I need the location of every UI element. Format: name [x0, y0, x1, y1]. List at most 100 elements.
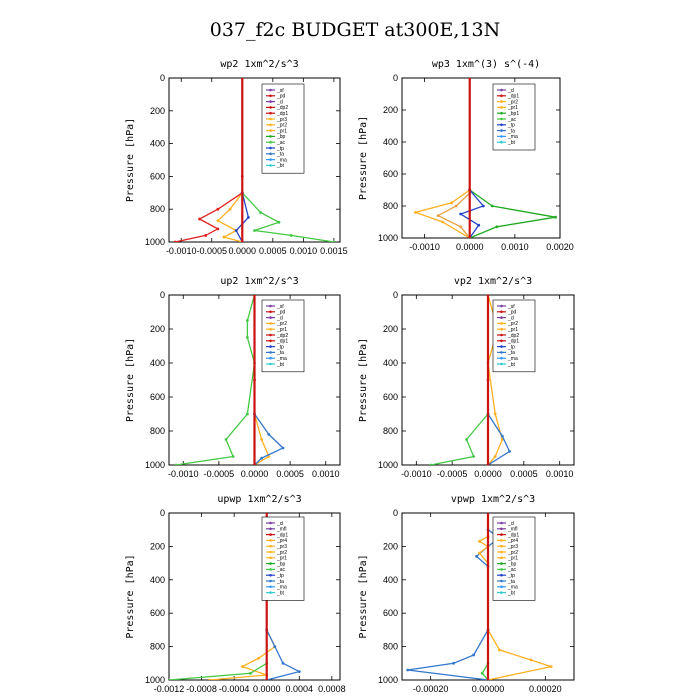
legend-marker	[269, 123, 272, 127]
x-tick-label: 0.0010	[501, 242, 529, 252]
legend-marker	[500, 539, 503, 542]
legend-marker	[269, 527, 272, 531]
legend-marker	[269, 544, 272, 548]
x-tick-label: 0.0000	[229, 246, 257, 256]
legend-label: _tp	[507, 573, 515, 579]
x-tick-label: -0.0005	[196, 246, 227, 256]
legend-marker	[500, 533, 503, 536]
legend-label: _ta	[507, 579, 515, 585]
series-point	[454, 204, 458, 208]
series-line	[436, 192, 471, 238]
panel-6: vpwp 1xm^2/s^3 Pressure [hPa] 0 200 400 600 80…	[358, 494, 575, 694]
legend-marker	[500, 135, 503, 138]
series-point	[406, 668, 410, 672]
legend-marker	[500, 322, 503, 325]
x-tick-label: -0.0010	[409, 242, 440, 252]
legend-box	[261, 83, 305, 174]
legend-label: _pr3	[276, 117, 287, 123]
series-point	[245, 336, 249, 339]
y-tick-label: 800	[383, 201, 398, 211]
y-tick-label: 400	[150, 358, 165, 368]
x-tick-label: 0.0010	[546, 469, 574, 479]
series-point	[441, 220, 445, 224]
legend-label: _pr1	[276, 556, 287, 562]
legend-label: _ac	[507, 117, 517, 123]
legend-marker	[269, 533, 272, 536]
legend-label: _pr2	[507, 550, 518, 556]
series-point	[498, 648, 501, 652]
series-point	[493, 455, 497, 458]
legend-box	[492, 83, 536, 151]
legend-marker	[269, 304, 272, 308]
y-tick-label: 200	[383, 324, 398, 334]
y-tick-label: 600	[383, 392, 398, 402]
legend: _cl_mfl_dp1_pr4_pr3_pr2_pr1_bp_ac_tp_ta_…	[261, 516, 305, 601]
x-tick-label: -0.0005	[437, 469, 468, 479]
series-line	[253, 413, 270, 465]
legend-label: _dp2	[276, 333, 288, 339]
y-tick-label: 800	[150, 204, 165, 214]
x-tick-label: 0.0020	[546, 242, 574, 252]
legend-label: _ma	[507, 134, 518, 140]
y-tick-label: 400	[383, 358, 398, 368]
legend-marker	[500, 356, 503, 360]
series-line	[469, 189, 556, 238]
legend-label: _tp	[507, 123, 515, 129]
legend-label: _tp	[276, 146, 284, 152]
legend-marker	[269, 562, 272, 565]
y-tick-label: 1000	[378, 460, 398, 470]
legend-marker	[500, 362, 503, 366]
legend-label: _cl	[507, 315, 514, 321]
series-group	[413, 78, 557, 238]
legend-label: _bp	[507, 561, 517, 567]
legend: _sf_pd_cl_pr2_pr1_dp2_dp1_tp_ta_ma_bt	[492, 299, 536, 373]
legend-label: _sf	[276, 88, 284, 94]
legend-marker	[500, 568, 503, 571]
series-point	[216, 207, 220, 211]
y-axis-label: Pressure [hPa]	[125, 118, 136, 202]
legend-label: _mfl	[276, 527, 286, 533]
series-point	[216, 227, 220, 231]
series-point	[529, 658, 533, 662]
y-tick-label: 200	[150, 106, 165, 116]
legend-marker	[500, 527, 503, 531]
figure-title: 037_f2c BUDGET at300E,13N	[210, 19, 500, 41]
legend-label: _bt	[507, 362, 516, 368]
y-tick-label: 0	[160, 73, 165, 83]
legend-marker	[269, 94, 272, 98]
legend-label: _dp1	[507, 339, 519, 345]
legend-label: _ta	[276, 350, 284, 356]
series-point	[490, 204, 494, 208]
series-point	[472, 653, 476, 657]
legend-marker	[500, 550, 503, 554]
legend-label: _ta	[507, 128, 515, 134]
y-tick-label: 600	[383, 608, 398, 618]
legend-label: _bt	[507, 140, 516, 146]
legend-label: _bt	[276, 590, 285, 596]
legend-marker	[269, 521, 272, 525]
series-line	[216, 192, 243, 242]
legend-marker	[269, 146, 272, 150]
legend: _sf_pd_cl_pr2_pr1_dp2_dp1_tp_ta_ma_bt	[261, 299, 305, 373]
panel-3: up2 1xm^2/s^3 Pressure [hPa] 0 200 400 600 800…	[125, 276, 341, 479]
y-tick-label: 0	[393, 290, 398, 300]
series-point	[277, 220, 281, 224]
legend-label: _pd	[276, 310, 286, 316]
series-point	[500, 434, 504, 438]
x-tick-label: 0.0010	[312, 469, 340, 479]
legend-marker	[500, 556, 503, 560]
x-tick-label: 0.0004	[286, 684, 314, 694]
legend-marker	[269, 135, 272, 138]
series-point	[414, 211, 417, 214]
series-line	[487, 413, 511, 465]
legend-label: _ac	[507, 567, 517, 573]
x-tick-label: -0.0008	[186, 684, 217, 694]
legend-marker	[269, 100, 272, 103]
legend-label: _bp1	[507, 111, 519, 117]
plot-frame	[168, 512, 341, 681]
legend-marker	[269, 106, 272, 109]
legend-label: _dp2	[276, 105, 288, 111]
legend-label: _pr2	[507, 99, 518, 105]
legend-marker	[500, 88, 503, 92]
series-point	[475, 555, 478, 558]
